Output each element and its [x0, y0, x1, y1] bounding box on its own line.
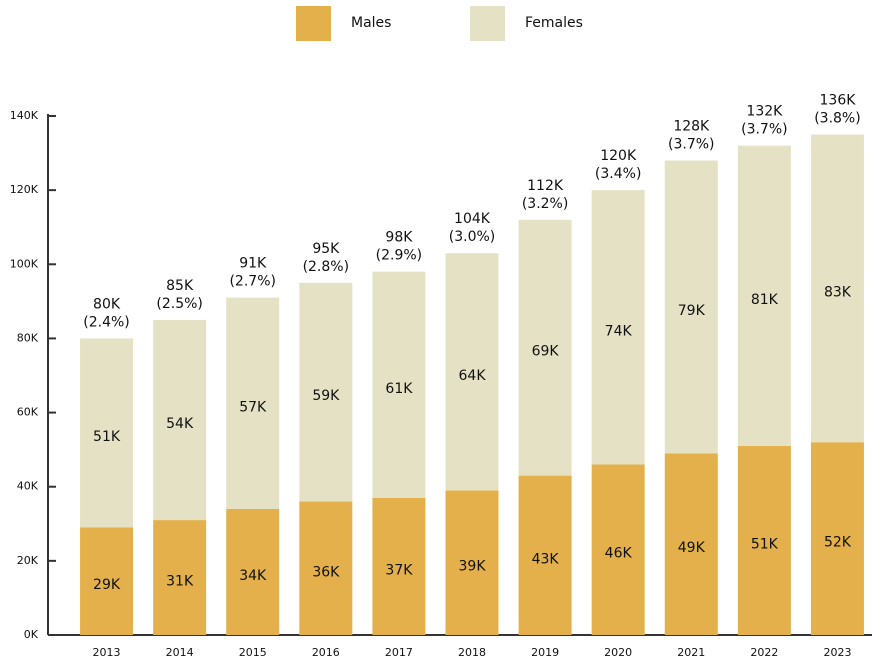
- x-tick-label: 2023: [823, 646, 851, 659]
- bar-segment: [737, 445, 791, 635]
- x-tick-label: 2013: [93, 646, 121, 659]
- value-label: 59K: [312, 388, 340, 404]
- bar-segment: [664, 160, 718, 454]
- share-label: (3.7%): [741, 122, 788, 138]
- y-tick-label: 120K: [10, 183, 39, 196]
- bar-segment: [153, 520, 207, 635]
- legend-label: Males: [351, 15, 391, 31]
- value-label: 51K: [93, 429, 121, 445]
- value-label: 39K: [459, 559, 487, 575]
- value-label: 29K: [93, 577, 121, 593]
- share-label: (3.0%): [449, 229, 496, 245]
- bar-segment: [445, 490, 499, 635]
- total-label: 91K: [239, 256, 267, 272]
- total-label: 128K: [673, 118, 710, 134]
- total-label: 95K: [312, 241, 340, 257]
- bar-segment: [737, 145, 791, 446]
- y-tick-label: 40K: [17, 480, 39, 493]
- total-label: 98K: [385, 230, 413, 246]
- x-tick-label: 2018: [458, 646, 486, 659]
- bar-segment: [810, 134, 864, 443]
- bar-segment: [518, 475, 572, 635]
- x-tick-label: 2016: [312, 646, 340, 659]
- legend-swatch: [296, 6, 331, 41]
- share-label: (3.4%): [595, 166, 642, 182]
- value-label: 64K: [459, 368, 487, 384]
- share-label: (2.8%): [303, 259, 350, 275]
- legend-label: Females: [525, 15, 583, 31]
- value-label: 43K: [532, 551, 560, 567]
- value-label: 31K: [166, 574, 194, 590]
- value-label: 34K: [239, 568, 267, 584]
- share-label: (2.7%): [229, 274, 276, 290]
- y-tick-label: 20K: [17, 554, 39, 567]
- x-tick-label: 2014: [166, 646, 194, 659]
- total-label: 112K: [527, 178, 564, 194]
- x-tick-label: 2019: [531, 646, 559, 659]
- value-label: 69K: [532, 344, 560, 360]
- value-label: 61K: [385, 381, 413, 397]
- y-tick-label: 60K: [17, 406, 39, 419]
- value-label: 36K: [312, 564, 340, 580]
- share-label: (3.2%): [522, 196, 569, 212]
- legend-swatch: [470, 6, 505, 41]
- y-tick-label: 80K: [17, 331, 39, 344]
- total-label: 85K: [166, 278, 194, 294]
- bar-segment: [226, 297, 280, 509]
- share-label: (2.5%): [156, 296, 203, 312]
- bar-segment: [518, 219, 572, 476]
- x-tick-label: 2015: [239, 646, 267, 659]
- total-label: 120K: [600, 148, 637, 164]
- share-label: (3.8%): [814, 111, 861, 127]
- bar-segment: [591, 464, 645, 635]
- x-tick-label: 2022: [750, 646, 778, 659]
- share-label: (3.7%): [668, 136, 715, 152]
- value-label: 57K: [239, 399, 267, 415]
- share-label: (2.9%): [376, 248, 423, 264]
- share-label: (2.4%): [83, 314, 130, 330]
- bar-segment: [153, 319, 207, 521]
- bar-segment: [372, 271, 426, 498]
- bar-segment: [299, 282, 353, 502]
- value-label: 81K: [751, 292, 779, 308]
- x-tick-label: 2021: [677, 646, 705, 659]
- x-tick-label: 2017: [385, 646, 413, 659]
- total-label: 132K: [746, 104, 783, 120]
- value-label: 79K: [678, 303, 706, 319]
- bar-segment: [664, 453, 718, 635]
- total-label: 80K: [93, 296, 121, 312]
- x-tick-label: 2020: [604, 646, 632, 659]
- value-label: 37K: [385, 562, 413, 578]
- bar-segment: [80, 527, 134, 635]
- bar-segment: [810, 442, 864, 635]
- value-label: 83K: [824, 284, 852, 300]
- total-label: 136K: [820, 93, 857, 109]
- value-label: 51K: [751, 536, 779, 552]
- y-tick-label: 0K: [24, 628, 39, 641]
- total-label: 104K: [454, 211, 491, 227]
- bar-segment: [445, 253, 499, 491]
- value-label: 52K: [824, 535, 852, 551]
- value-label: 54K: [166, 416, 194, 432]
- value-label: 46K: [605, 546, 633, 562]
- value-label: 49K: [678, 540, 706, 556]
- y-tick-label: 140K: [10, 109, 39, 122]
- bar-segment: [80, 338, 134, 528]
- value-label: 74K: [605, 323, 633, 339]
- bar-segment: [591, 190, 645, 465]
- bar-segment: [372, 497, 426, 635]
- y-tick-label: 100K: [10, 257, 39, 270]
- bar-segment: [226, 508, 280, 635]
- bar-segment: [299, 501, 353, 635]
